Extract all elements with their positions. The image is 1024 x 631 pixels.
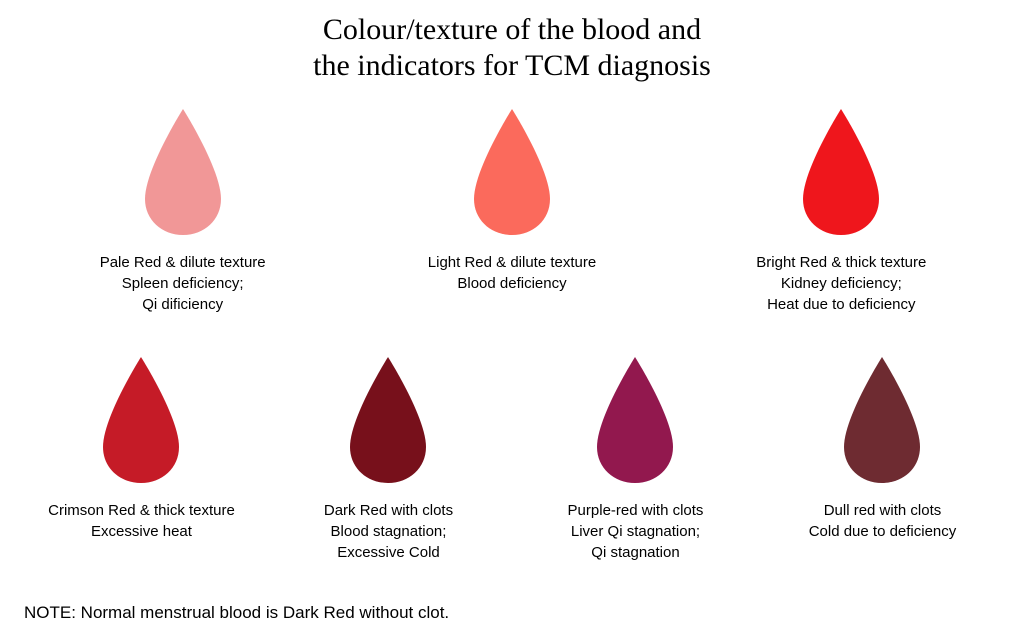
- drop-label: Bright Red & thick texture Kidney defici…: [756, 252, 926, 315]
- blood-drop-icon: [328, 350, 448, 490]
- drop-cell-dark-red: Dark Red with clots Blood stagnation; Ex…: [270, 350, 507, 563]
- drop-cell-crimson-red: Crimson Red & thick texture Excessive he…: [23, 350, 260, 542]
- drop-cell-purple-red: Purple-red with clots Liver Qi stagnatio…: [517, 350, 754, 563]
- drop-cell-pale-red: Pale Red & dilute texture Spleen deficie…: [34, 102, 330, 315]
- title-line-1: Colour/texture of the blood and: [323, 13, 701, 46]
- drops-row-2: Crimson Red & thick texture Excessive he…: [18, 350, 1006, 598]
- drop-label: Purple-red with clots Liver Qi stagnatio…: [568, 500, 704, 563]
- drop-label: Light Red & dilute texture Blood deficie…: [428, 252, 596, 294]
- drop-cell-bright-red: Bright Red & thick texture Kidney defici…: [693, 102, 989, 315]
- drop-cell-dull-red: Dull red with clots Cold due to deficien…: [764, 350, 1001, 542]
- blood-drop-icon: [575, 350, 695, 490]
- blood-drop-icon: [822, 350, 942, 490]
- blood-drop-icon: [452, 102, 572, 242]
- page-title: Colour/texture of the blood and the indi…: [18, 12, 1006, 84]
- blood-drop-icon: [781, 102, 901, 242]
- drop-cell-light-red: Light Red & dilute texture Blood deficie…: [364, 102, 660, 294]
- blood-drop-icon: [81, 350, 201, 490]
- blood-drop-icon: [123, 102, 243, 242]
- drop-label: Crimson Red & thick texture Excessive he…: [48, 500, 235, 542]
- title-line-2: the indicators for TCM diagnosis: [313, 49, 711, 82]
- drop-label: Dull red with clots Cold due to deficien…: [809, 500, 957, 542]
- drop-label: Dark Red with clots Blood stagnation; Ex…: [324, 500, 453, 563]
- footnote: NOTE: Normal menstrual blood is Dark Red…: [18, 603, 1006, 623]
- drop-label: Pale Red & dilute texture Spleen deficie…: [100, 252, 266, 315]
- drops-row-1: Pale Red & dilute texture Spleen deficie…: [18, 102, 1006, 350]
